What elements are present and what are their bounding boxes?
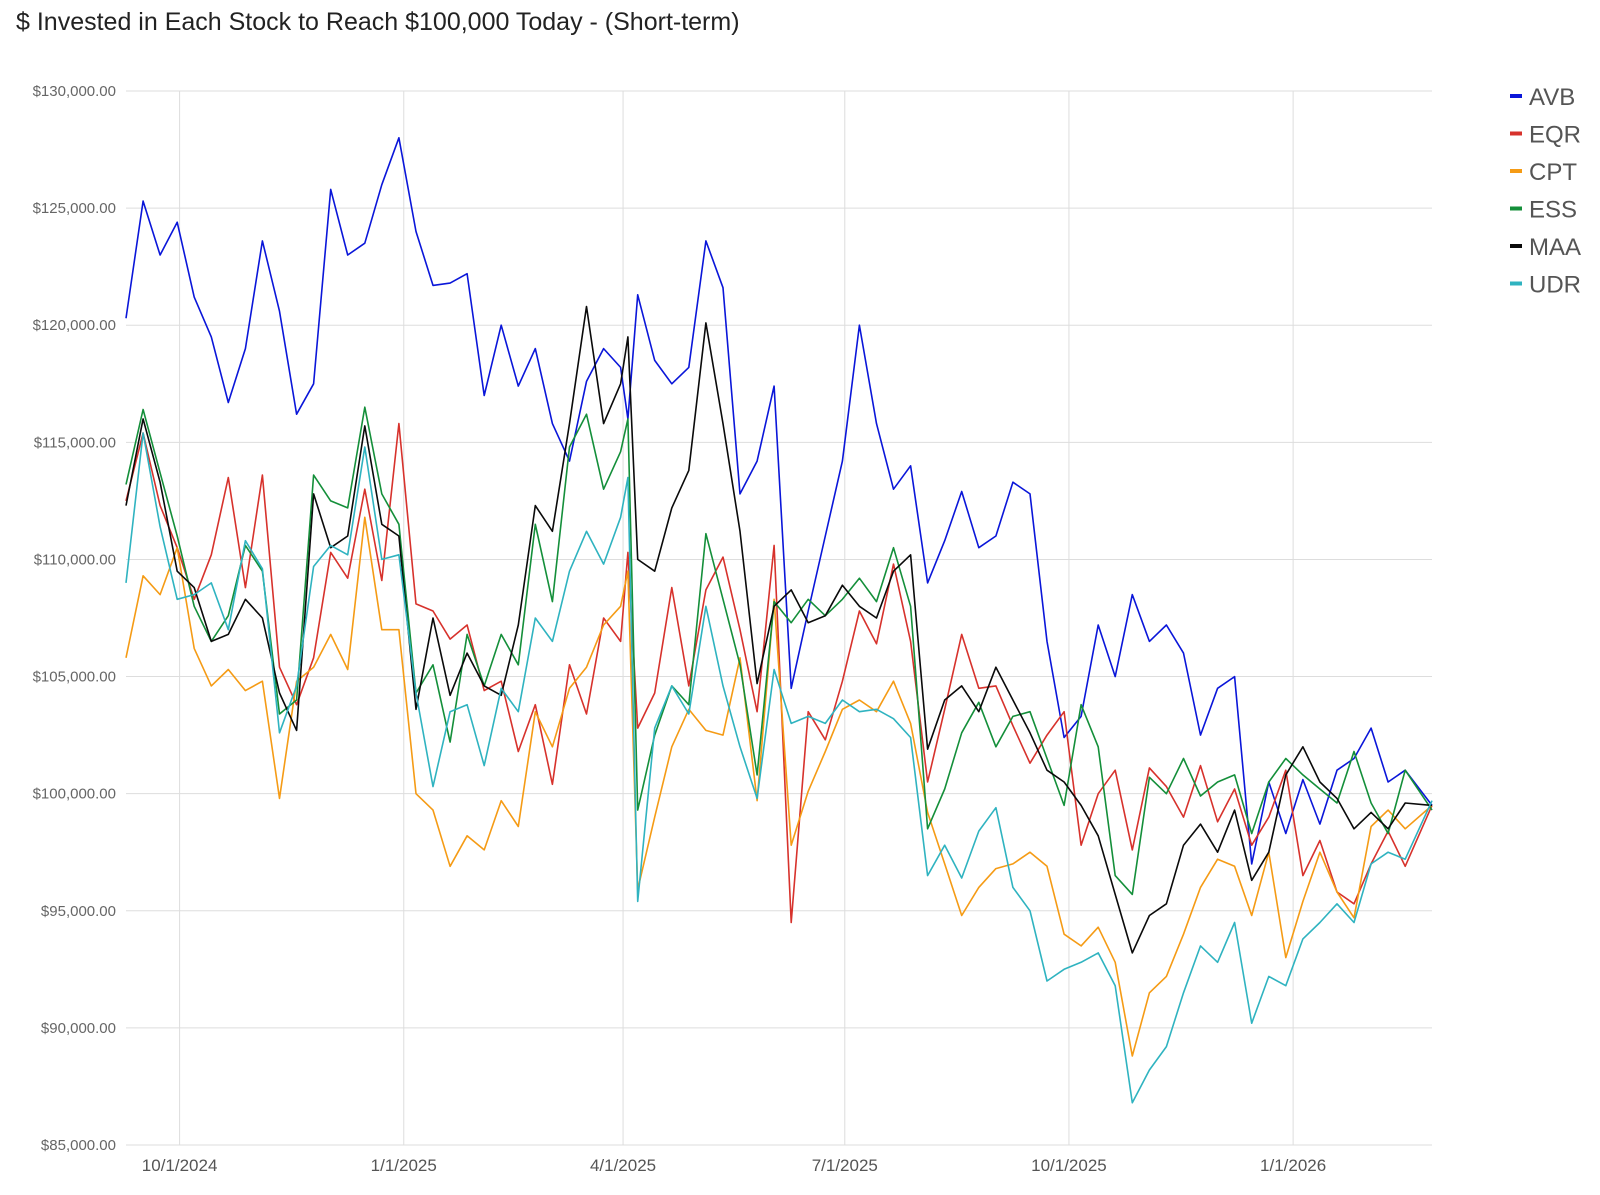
legend-label-cpt: CPT [1529,159,1577,186]
legend-swatch-avb [1510,94,1522,98]
x-tick-label: 4/1/2025 [590,1156,656,1175]
axis-layer: $85,000.00 $90,000.00 $95,000.00 $100,000.0… [33,83,1327,1175]
legend-label-avb: AVB [1529,84,1575,111]
legend-label-ess: ESS [1529,197,1577,224]
y-tick-label: $115,000.00 [34,434,116,451]
legend-label-eqr: EQR [1529,122,1581,149]
y-tick-label: $110,000.00 [34,551,116,568]
legend-swatch-cpt [1510,169,1522,173]
grid-layer [126,90,1432,1146]
x-tick-label: 7/1/2025 [812,1156,878,1175]
legend-label-maa: MAA [1529,234,1581,261]
series-layer [125,137,1433,1104]
series-line-ess [125,406,1433,896]
y-tick-label: $90,000.00 [41,1020,116,1037]
series-line-udr [125,432,1433,1104]
y-tick-label: $120,000.00 [33,317,116,334]
legend: AVB EQR CPT ESS MAA UDR [1510,84,1581,299]
y-tick-label: $85,000.00 [41,1137,116,1154]
series-line-eqr [125,422,1433,924]
legend-swatch-eqr [1510,131,1522,136]
legend-label-udr: UDR [1529,272,1581,299]
y-tick-label: $130,000.00 [33,83,116,100]
chart-title: $ Invested in Each Stock to Reach $100,0… [16,8,740,36]
x-tick-label: 10/1/2025 [1031,1156,1107,1175]
legend-swatch-maa [1510,244,1522,248]
series-line-avb [125,137,1433,865]
legend-swatch-ess [1510,206,1522,211]
y-tick-label: $95,000.00 [41,903,116,920]
y-tick-label: $105,000.00 [33,669,116,686]
series-line-cpt [125,516,1433,1057]
x-tick-label: 10/1/2024 [142,1156,218,1175]
y-tick-label: $125,000.00 [33,200,116,217]
x-tick-label: 1/1/2026 [1260,1156,1326,1175]
y-tick-label: $100,000.00 [33,786,116,803]
legend-swatch-udr [1510,281,1522,286]
x-tick-label: 1/1/2025 [371,1156,437,1175]
series-line-maa [125,305,1433,954]
